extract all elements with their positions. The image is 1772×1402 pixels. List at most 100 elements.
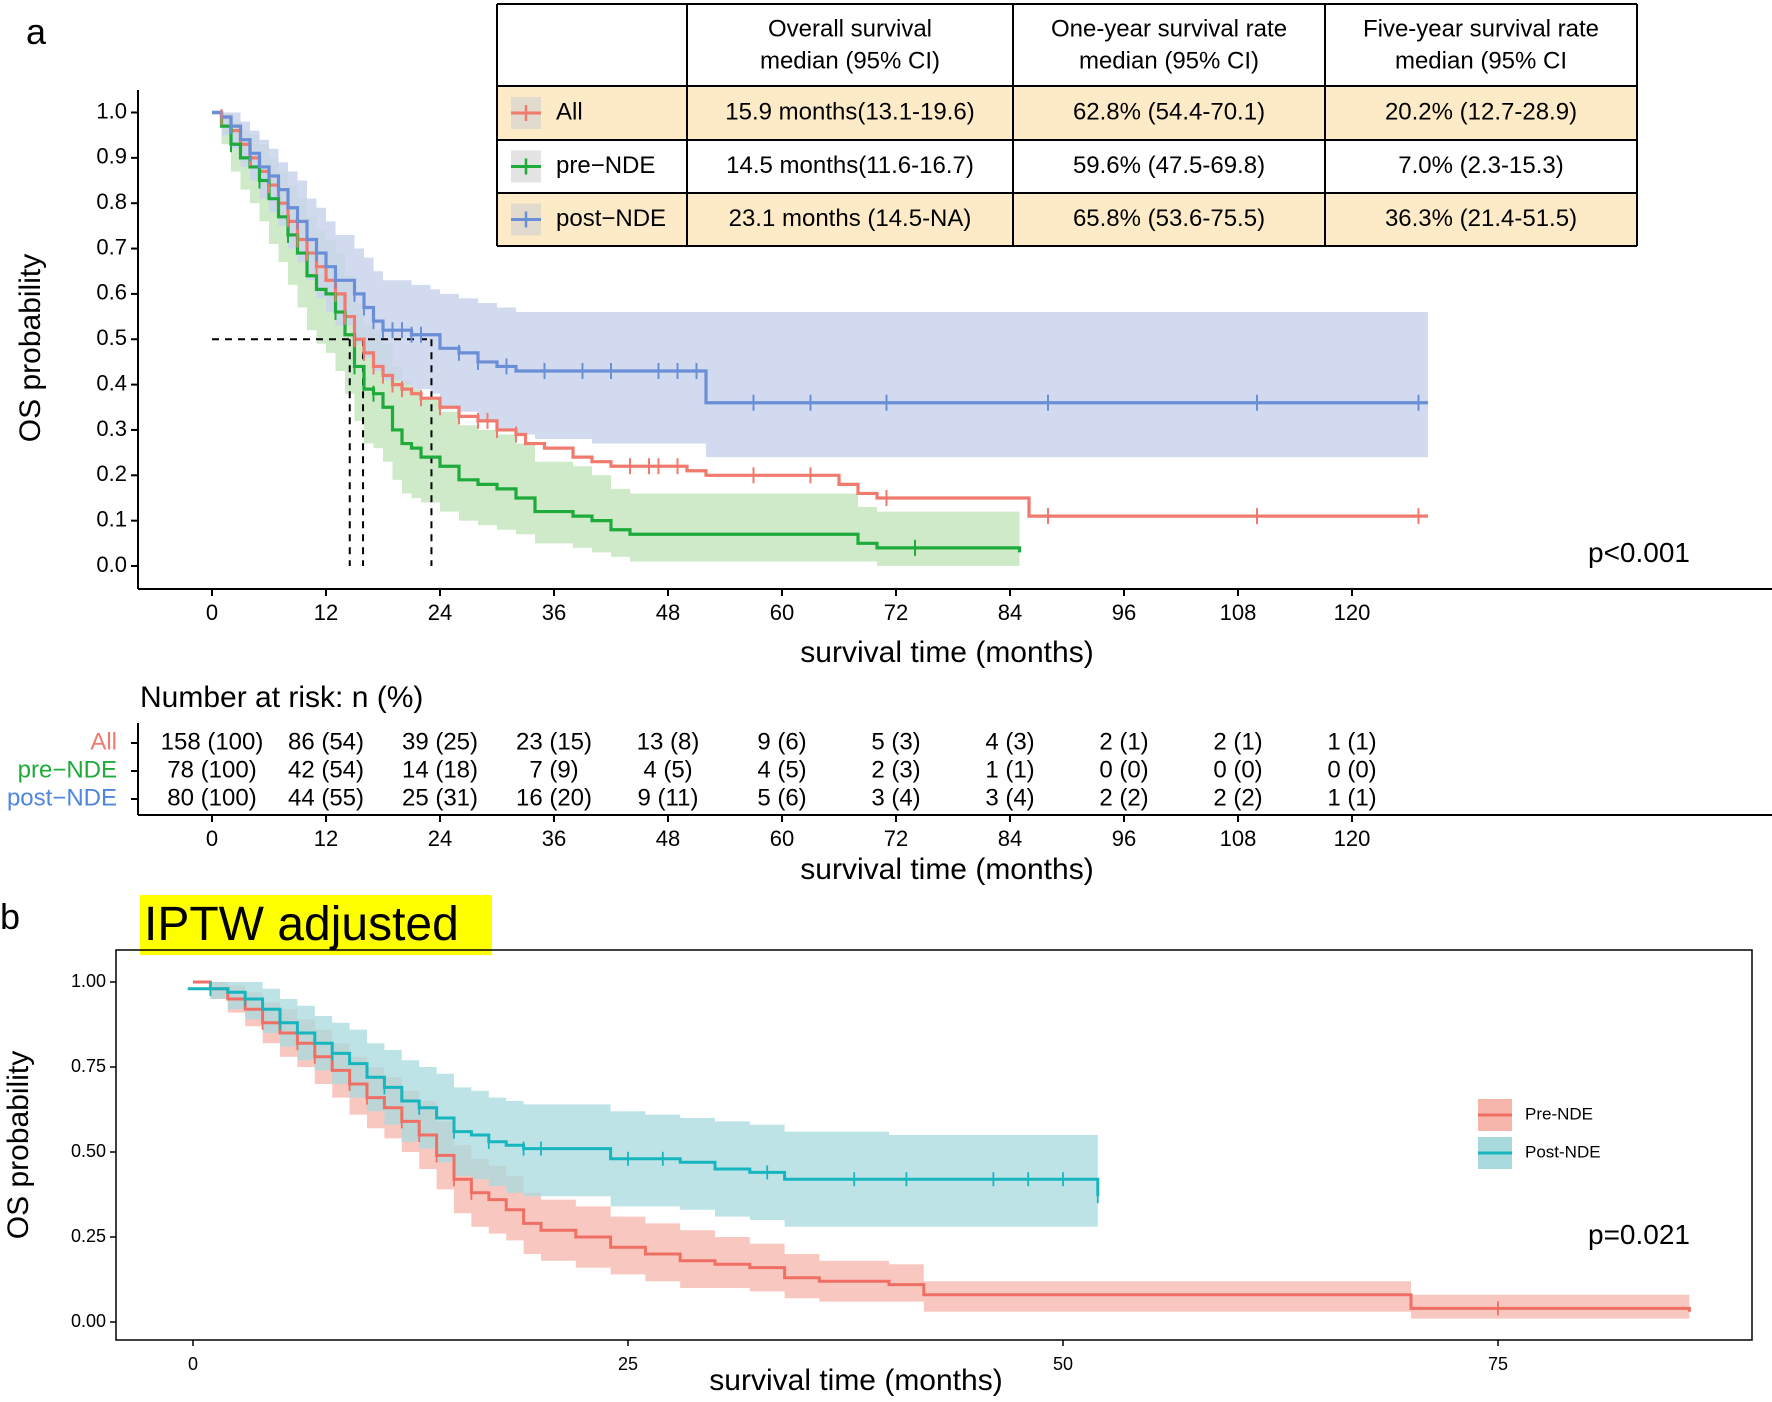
y-tick-label: 0.50 [71,1141,106,1161]
table-header-text: Five-year survival rate [1363,15,1599,42]
panel-b-x-label: survival time (months) [709,1364,1002,1397]
x-tick-label: 48 [656,600,680,625]
risk-cell: 39 (25) [402,728,478,755]
table-cell: 23.1 months (14.5-NA) [729,205,972,232]
risk-table-x-label: survival time (months) [800,853,1093,886]
risk-cell: 13 (8) [637,728,700,755]
risk-cell: 2 (1) [1213,728,1262,755]
panel-a-censor-marks [220,109,1420,556]
risk-cell: 9 (11) [638,784,699,811]
x-tick-label: 75 [1488,1354,1508,1374]
panel-a-letter: a [26,11,47,52]
iptw-title-highlight [140,895,492,955]
table-cell: 20.2% (12.7-28.9) [1385,98,1577,125]
panel-b-x-ticks: 0 25 50 75 [188,1340,1508,1374]
risk-group-label: pre−NDE [18,756,117,783]
panel-b-p-value: p=0.021 [1588,1219,1690,1250]
panel-b-frame [115,949,1753,1341]
risk-table: All 158 (100) 86 (54) 39 (25) 23 (15) 13 (8) 9… [7,728,1377,811]
risk-cell: 78 (100) [167,756,256,783]
y-tick-label: 0.5 [96,325,127,350]
panel-b-censor-marks [209,981,1499,1316]
x-tick-label: 36 [542,600,566,625]
survival-curve-pre-nde [212,110,1022,553]
panel-a-x-label: survival time (months) [800,636,1093,669]
table-header-text: median (95% CI) [1079,47,1259,74]
survival-curve-pre-nde [193,980,1691,1312]
ci-band-post-nde [187,982,1098,1227]
risk-cell: 5 (6) [757,784,806,811]
risk-x-tick-label: 0 [206,826,218,851]
risk-x-tick-label: 120 [1334,826,1371,851]
x-tick-label: 96 [1112,600,1136,625]
panel-b-ci-bands [187,982,1690,1319]
risk-cell: 14 (18) [402,756,478,783]
risk-group-label: All [90,728,117,755]
x-tick-label: 50 [1053,1354,1073,1374]
risk-cell: 2 (2) [1099,784,1148,811]
panel-b-letter: b [0,896,20,937]
risk-cell: 42 (54) [288,756,364,783]
legend-label: Pre-NDE [1525,1104,1593,1123]
x-tick-label: 12 [314,600,338,625]
risk-cell: 86 (54) [288,728,364,755]
risk-x-tick-label: 108 [1220,826,1257,851]
risk-cell: 7 (9) [529,756,578,783]
risk-cell: 1 (1) [1327,784,1376,811]
risk-x-tick-label: 60 [770,826,794,851]
table-header-text: Overall survival [768,15,932,42]
ci-band-pre-nde [212,112,1020,566]
x-tick-label: 25 [618,1354,638,1374]
y-tick-label: 0.6 [96,280,127,305]
risk-cell: 3 (4) [871,784,920,811]
risk-cell: 4 (3) [985,728,1034,755]
table-row-label: All [556,98,583,125]
risk-cell: 2 (2) [1213,784,1262,811]
x-tick-label: 24 [428,600,452,625]
table-cell: 59.6% (47.5-69.8) [1073,152,1265,179]
panel-a-p-value: p<0.001 [1588,537,1690,568]
x-tick-label: 84 [998,600,1022,625]
y-tick-label: 0.7 [96,234,127,259]
risk-cell: 5 (3) [871,728,920,755]
panel-a-y-label: OS probability [14,254,47,442]
y-tick-label: 0.8 [96,189,127,214]
legend-label: Post-NDE [1525,1142,1601,1161]
y-tick-label: 0.00 [71,1311,106,1331]
risk-cell: 1 (1) [985,756,1034,783]
table-row-label: pre−NDE [556,152,655,179]
risk-cell: 2 (3) [871,756,920,783]
table-cell: 36.3% (21.4-51.5) [1385,205,1577,232]
x-tick-label: 0 [206,600,218,625]
risk-x-tick-label: 48 [656,826,680,851]
panel-b-legend: Pre-NDE Post-NDE [1478,1099,1601,1169]
y-tick-label: 0.2 [96,461,127,486]
risk-group-label: post−NDE [7,784,117,811]
panel-a-y-ticks: 0.0 0.1 0.2 0.3 0.4 0.5 0.6 0.7 0.8 0.9 1.0 [96,98,138,577]
table-cell: 62.8% (54.4-70.1) [1073,98,1265,125]
risk-cell: 80 (100) [167,784,256,811]
table-header-text: median (95% CI [1395,47,1567,74]
risk-cell: 0 (0) [1099,756,1148,783]
x-tick-label: 72 [884,600,908,625]
y-tick-label: 0.9 [96,144,127,169]
y-tick-label: 0.0 [96,552,127,577]
risk-cell: 158 (100) [161,728,264,755]
y-tick-label: 0.1 [96,506,127,531]
risk-cell: 44 (55) [288,784,364,811]
y-tick-label: 0.4 [96,370,127,395]
x-tick-label: 0 [188,1354,198,1374]
table-row-label: post−NDE [556,205,666,232]
x-tick-label: 108 [1220,600,1257,625]
risk-x-tick-label: 12 [314,826,338,851]
risk-x-tick-label: 24 [428,826,452,851]
risk-x-tick-label: 84 [998,826,1022,851]
risk-cell: 25 (31) [402,784,478,811]
y-tick-label: 0.25 [71,1226,106,1246]
survival-curve-post-nde [212,110,1428,405]
risk-table-x-ticks: 0 12 24 36 48 60 72 84 96 108 120 [206,815,1370,851]
panel-b-title: IPTW adjusted [144,898,459,951]
table-header-text: One-year survival rate [1051,15,1287,42]
survival-summary-table: Overall survival median (95% CI) One-year … [496,3,1638,247]
